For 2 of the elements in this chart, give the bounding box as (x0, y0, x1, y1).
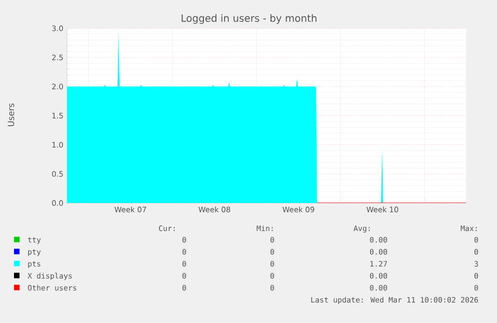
chart-title: Logged in users - by month (182, 14, 316, 24)
y-axis-title: Users (8, 104, 14, 126)
